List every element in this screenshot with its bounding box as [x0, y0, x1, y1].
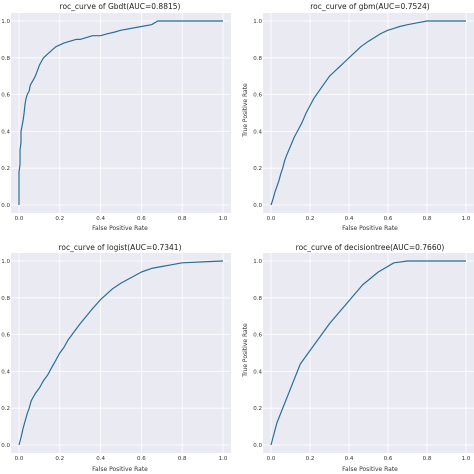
x-tick-label: 1.0 [462, 456, 471, 462]
x-tick-label: 0.0 [267, 216, 276, 222]
x-tick-label: 0.2 [55, 456, 64, 462]
x-tick-label: 1.0 [219, 456, 228, 462]
plot-area [11, 253, 231, 453]
chart-panel-gbm: roc_curve of gbm(AUC=0.7524) False Posit… [242, 2, 474, 232]
y-tick-label: 0.2 [253, 406, 262, 412]
y-tick-label: 0.6 [1, 93, 10, 99]
roc-curve-line [18, 260, 224, 446]
x-tick-label: 0.6 [384, 216, 393, 222]
y-tick-label: 0.6 [1, 333, 10, 339]
x-tick-label: 0.4 [96, 456, 105, 462]
y-tick-label: 1.0 [1, 19, 10, 25]
y-axis-label: True Positive Rate [242, 83, 249, 138]
y-tick-label: 0.8 [1, 296, 10, 302]
roc-curve-line [270, 260, 466, 446]
x-tick-label: 0.4 [345, 456, 354, 462]
y-tick-label: 0.4 [253, 129, 262, 135]
x-tick-label: 0.4 [345, 216, 354, 222]
x-tick-label: 0.8 [423, 456, 432, 462]
x-axis-label: False Positive Rate [92, 466, 148, 473]
y-tick-label: 1.0 [1, 259, 10, 265]
x-tick-label: 0.2 [55, 216, 64, 222]
x-tick-label: 1.0 [462, 216, 471, 222]
y-tick-label: 0.2 [253, 166, 262, 172]
chart-panel-logist: roc_curve of logist(AUC=0.7341) False Po… [1, 243, 231, 473]
plot-area [263, 13, 474, 213]
chart-panel-gbdt: roc_curve of Gbdt(AUC=0.8815) False Posi… [1, 2, 231, 232]
x-axis-label: False Positive Rate [342, 225, 398, 232]
roc-curve-line [270, 20, 466, 206]
plot-area [263, 253, 474, 453]
y-tick-label: 0.6 [253, 93, 262, 99]
y-tick-label: 0.8 [253, 56, 262, 62]
plot-area [11, 13, 231, 213]
chart-title: roc_curve of decisiontree(AUC=0.7660) [296, 243, 445, 252]
y-tick-label: 1.0 [253, 19, 262, 25]
x-tick-label: 0.2 [306, 216, 315, 222]
x-tick-label: 0.2 [306, 456, 315, 462]
x-axis-label: False Positive Rate [92, 225, 148, 232]
chart-title: roc_curve of logist(AUC=0.7341) [59, 243, 182, 252]
x-tick-label: 0.8 [423, 216, 432, 222]
y-tick-label: 0.0 [1, 443, 10, 449]
y-tick-label: 0.4 [253, 369, 262, 375]
x-axis-label: False Positive Rate [342, 466, 398, 473]
y-tick-label: 0.4 [1, 369, 10, 375]
y-tick-label: 0.0 [253, 203, 262, 209]
y-tick-label: 1.0 [253, 259, 262, 265]
x-tick-label: 0.6 [137, 216, 146, 222]
y-tick-label: 0.6 [253, 333, 262, 339]
x-tick-label: 0.0 [15, 456, 24, 462]
y-tick-label: 0.4 [1, 129, 10, 135]
y-tick-label: 0.0 [253, 443, 262, 449]
y-tick-label: 0.8 [1, 56, 10, 62]
y-axis-label: True Positive Rate [242, 323, 249, 378]
chart-title: roc_curve of gbm(AUC=0.7524) [310, 2, 430, 11]
chart-title: roc_curve of Gbdt(AUC=0.8815) [60, 2, 181, 11]
y-tick-label: 0.2 [1, 166, 10, 172]
y-tick-label: 0.8 [253, 296, 262, 302]
y-tick-label: 0.0 [1, 203, 10, 209]
x-tick-label: 1.0 [219, 216, 228, 222]
x-tick-label: 0.0 [267, 456, 276, 462]
roc-curve-line [18, 20, 223, 205]
chart-panel-decisiontree: roc_curve of decisiontree(AUC=0.7660) Fa… [242, 243, 474, 473]
y-tick-label: 0.2 [1, 406, 10, 412]
x-tick-label: 0.0 [15, 216, 24, 222]
x-tick-label: 0.8 [178, 216, 187, 222]
x-tick-label: 0.4 [96, 216, 105, 222]
x-tick-label: 0.6 [137, 456, 146, 462]
x-tick-label: 0.6 [384, 456, 393, 462]
x-tick-label: 0.8 [178, 456, 187, 462]
